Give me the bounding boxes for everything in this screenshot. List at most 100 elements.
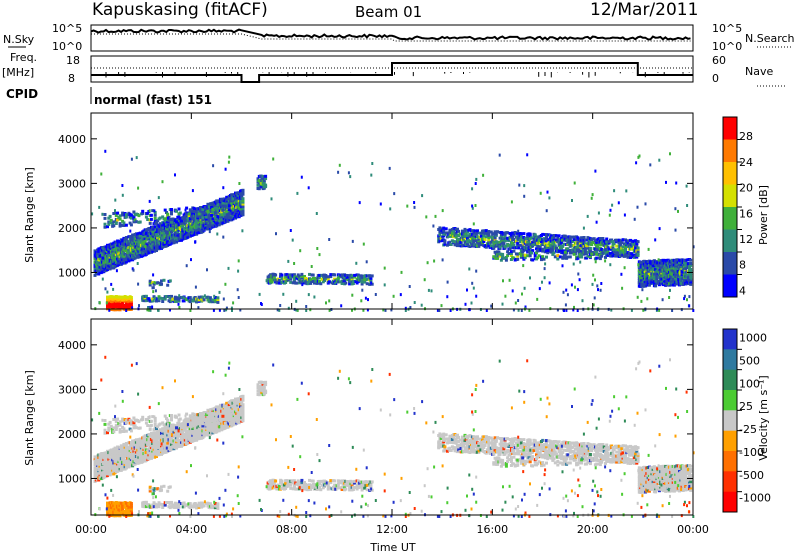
power-pixel bbox=[107, 222, 111, 226]
power-pixel bbox=[611, 240, 615, 243]
power-pixel bbox=[192, 210, 196, 213]
power-pixel bbox=[161, 245, 165, 249]
power-pixel bbox=[287, 259, 290, 263]
power-pixel bbox=[526, 153, 529, 157]
power-pixel bbox=[633, 217, 636, 221]
power-pixel bbox=[583, 250, 587, 254]
power-pixel bbox=[537, 254, 541, 258]
y-tick-label: 2000 bbox=[58, 222, 86, 235]
power-pixel bbox=[364, 296, 367, 300]
power-pixel bbox=[365, 277, 369, 281]
power-pixel bbox=[654, 268, 658, 271]
power-pixel bbox=[663, 264, 666, 268]
power-pixel bbox=[592, 303, 595, 307]
velocity-pixel bbox=[177, 425, 181, 428]
power-pixel bbox=[635, 255, 639, 259]
power-pixel bbox=[124, 213, 128, 217]
power-pixel bbox=[189, 309, 192, 312]
power-pixel bbox=[170, 236, 173, 240]
power-pixel bbox=[586, 244, 590, 248]
power-pixel bbox=[597, 211, 600, 215]
power-pixel bbox=[553, 244, 557, 248]
power-pixel bbox=[561, 251, 565, 254]
power-pixel bbox=[370, 274, 374, 278]
power-pixel bbox=[454, 233, 458, 237]
power-pixel bbox=[674, 207, 677, 211]
power-pixel bbox=[340, 282, 344, 285]
power-pixel bbox=[201, 209, 205, 213]
power-pixel bbox=[272, 276, 276, 280]
nsky-panel bbox=[90, 24, 694, 52]
power-pixel bbox=[561, 244, 565, 248]
power-pixel bbox=[216, 296, 220, 300]
velocity-pixel bbox=[160, 431, 163, 435]
power-pixel bbox=[374, 293, 377, 296]
power-pixel bbox=[421, 194, 424, 198]
power-pixel bbox=[177, 302, 180, 306]
power-pixel bbox=[545, 209, 548, 213]
power-pixel bbox=[430, 289, 433, 293]
power-pixel bbox=[158, 216, 162, 220]
power-pixel bbox=[191, 217, 195, 220]
power-pixel bbox=[213, 211, 217, 215]
power-pixel bbox=[541, 247, 545, 251]
power-pixel bbox=[223, 308, 226, 312]
power-pixel bbox=[468, 308, 471, 312]
power-pixel bbox=[600, 254, 604, 258]
velocity-pixel bbox=[96, 472, 99, 476]
power-pixel bbox=[442, 229, 446, 233]
power-pixel bbox=[539, 191, 542, 195]
power-pixel bbox=[136, 262, 139, 265]
power-pixel bbox=[135, 156, 138, 160]
power-pixel bbox=[295, 281, 299, 285]
power-pixel bbox=[484, 245, 488, 249]
power-pixel bbox=[669, 152, 671, 156]
power-pixel bbox=[615, 254, 619, 258]
nsearch-tick-top: 10^5 bbox=[712, 22, 742, 35]
power-pixel bbox=[473, 229, 477, 233]
power-pixel bbox=[578, 246, 582, 250]
power-pixel bbox=[211, 300, 215, 304]
power-pixel bbox=[300, 281, 304, 285]
power-pixel bbox=[148, 298, 151, 302]
power-pixel bbox=[684, 267, 688, 270]
power-pixel bbox=[225, 308, 228, 312]
power-pixel bbox=[562, 290, 565, 294]
power-pixel bbox=[177, 299, 181, 303]
power-pixel bbox=[182, 296, 185, 300]
power-pixel bbox=[498, 236, 502, 240]
power-pixel bbox=[413, 201, 416, 204]
power-pixel bbox=[220, 210, 224, 214]
power-pixel bbox=[671, 309, 674, 312]
power-pixel bbox=[577, 272, 580, 276]
power-pixel bbox=[588, 241, 592, 245]
power-pixel bbox=[563, 237, 567, 241]
power-pixel bbox=[636, 205, 639, 209]
power-pixel bbox=[210, 206, 214, 209]
cpid-value: normal (fast) 151 bbox=[94, 93, 212, 107]
power-pixel bbox=[466, 288, 468, 292]
power-pixel bbox=[511, 289, 514, 293]
power-pixel bbox=[570, 283, 573, 287]
power-pixel bbox=[153, 209, 156, 213]
power-pixel bbox=[103, 222, 107, 226]
power-pixel bbox=[147, 251, 151, 255]
velocity-pixel bbox=[168, 438, 172, 442]
power-pixel bbox=[264, 177, 268, 181]
power-pixel bbox=[624, 247, 627, 251]
power-pixel bbox=[475, 269, 478, 273]
power-pixel bbox=[116, 218, 120, 222]
velocity-pixel bbox=[93, 455, 97, 459]
power-pixel bbox=[155, 221, 158, 224]
power-pixel bbox=[227, 266, 230, 270]
power-pixel bbox=[472, 238, 476, 242]
power-pixel bbox=[178, 211, 182, 215]
power-pixel bbox=[108, 253, 112, 257]
power-pixel bbox=[550, 234, 553, 238]
power-pixel bbox=[621, 245, 625, 249]
power-pixel bbox=[476, 229, 479, 233]
power-pixel bbox=[563, 309, 565, 312]
power-pixel bbox=[689, 263, 693, 267]
power-pixel bbox=[163, 297, 167, 301]
power-pixel bbox=[529, 276, 531, 280]
